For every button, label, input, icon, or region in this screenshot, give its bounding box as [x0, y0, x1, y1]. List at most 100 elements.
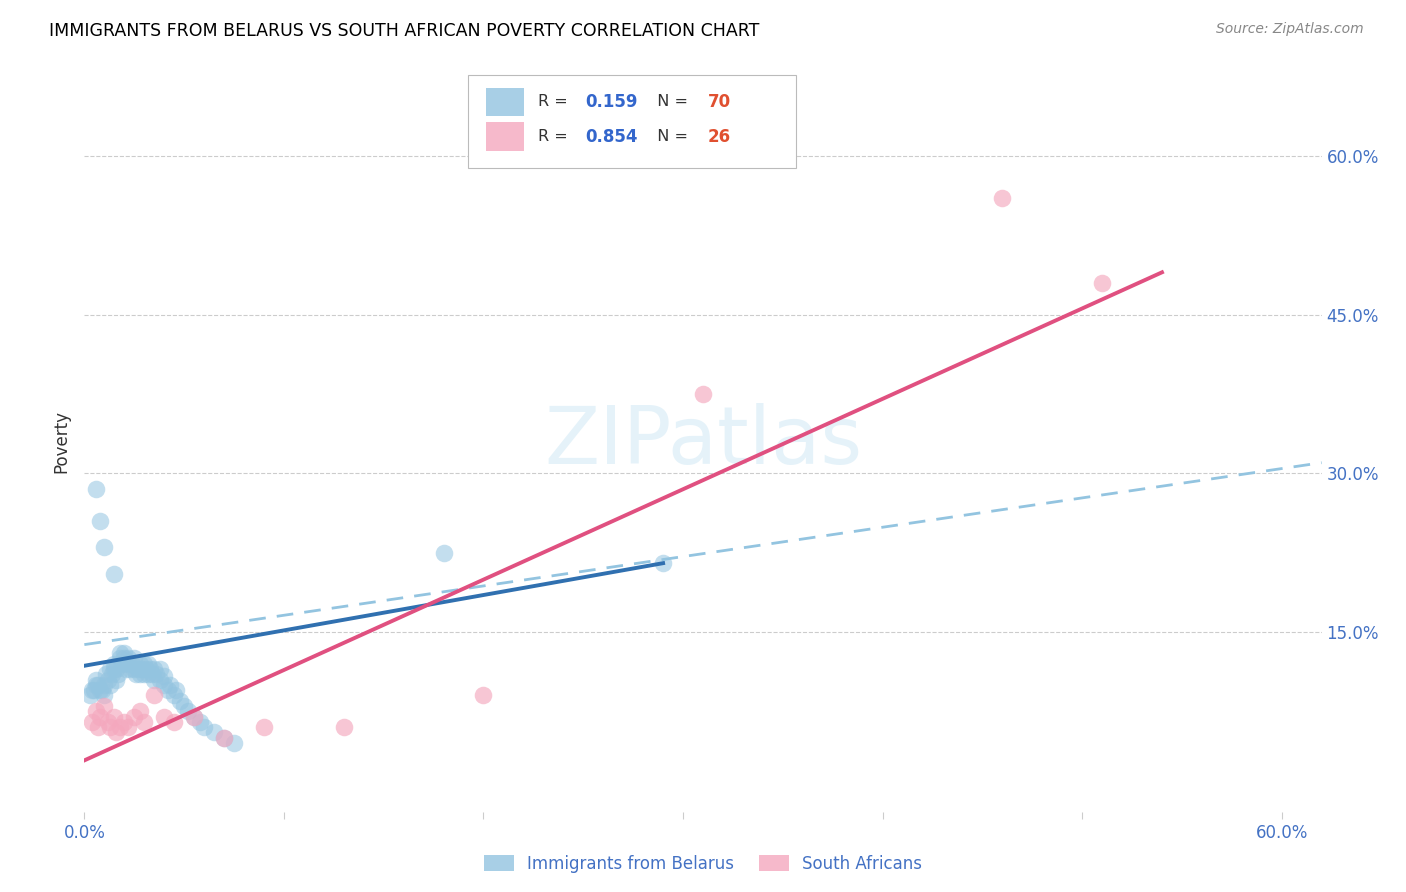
- Point: [110, 651, 132, 665]
- Point: [202, 725, 225, 739]
- Point: [115, 662, 138, 676]
- Point: [143, 689, 166, 703]
- Text: R =: R =: [538, 95, 574, 109]
- Point: [87, 720, 110, 734]
- Point: [98, 720, 121, 734]
- FancyBboxPatch shape: [468, 75, 796, 168]
- Point: [652, 556, 675, 570]
- Point: [93, 678, 115, 692]
- Point: [98, 678, 121, 692]
- Point: [112, 651, 135, 665]
- Point: [177, 704, 200, 718]
- FancyBboxPatch shape: [486, 87, 523, 116]
- Point: [134, 657, 156, 671]
- Point: [89, 683, 111, 698]
- Point: [121, 657, 143, 671]
- Text: N =: N =: [647, 129, 693, 144]
- Point: [112, 714, 135, 729]
- Point: [129, 704, 152, 718]
- Point: [188, 714, 211, 729]
- Point: [86, 673, 108, 687]
- Point: [222, 736, 245, 750]
- Point: [117, 720, 139, 734]
- Point: [129, 657, 152, 671]
- Point: [472, 689, 495, 703]
- Point: [153, 709, 176, 723]
- Text: 0.159: 0.159: [585, 93, 638, 111]
- Point: [111, 657, 134, 671]
- Point: [86, 482, 108, 496]
- Point: [101, 667, 124, 681]
- Legend: Immigrants from Belarus, South Africans: Immigrants from Belarus, South Africans: [477, 848, 929, 880]
- Point: [122, 662, 145, 676]
- Point: [91, 683, 114, 698]
- Text: ZIPatlas: ZIPatlas: [544, 402, 862, 481]
- Point: [98, 662, 121, 676]
- Point: [105, 662, 128, 676]
- Y-axis label: Poverty: Poverty: [52, 410, 70, 473]
- Point: [183, 709, 205, 723]
- Point: [253, 720, 276, 734]
- Point: [89, 514, 111, 528]
- Point: [143, 662, 166, 676]
- Point: [135, 662, 157, 676]
- Point: [112, 646, 135, 660]
- Point: [89, 709, 111, 723]
- Point: [149, 662, 172, 676]
- Point: [212, 731, 235, 745]
- Point: [134, 714, 156, 729]
- Point: [173, 698, 195, 713]
- Point: [165, 683, 187, 698]
- Point: [87, 678, 110, 692]
- Point: [110, 720, 132, 734]
- Point: [134, 667, 156, 681]
- Point: [129, 667, 152, 681]
- Point: [93, 689, 115, 703]
- Point: [1091, 276, 1114, 290]
- Point: [97, 673, 120, 687]
- Text: 26: 26: [709, 128, 731, 145]
- FancyBboxPatch shape: [486, 122, 523, 151]
- Point: [103, 709, 125, 723]
- Point: [692, 387, 714, 401]
- Text: 70: 70: [709, 93, 731, 111]
- Point: [93, 541, 115, 555]
- Point: [991, 191, 1014, 205]
- Point: [117, 651, 139, 665]
- Point: [131, 662, 153, 676]
- Point: [117, 657, 139, 671]
- Text: IMMIGRANTS FROM BELARUS VS SOUTH AFRICAN POVERTY CORRELATION CHART: IMMIGRANTS FROM BELARUS VS SOUTH AFRICAN…: [49, 22, 759, 40]
- Point: [163, 689, 186, 703]
- Point: [432, 546, 454, 560]
- Point: [139, 662, 162, 676]
- Point: [145, 667, 167, 681]
- Point: [193, 720, 215, 734]
- Point: [136, 657, 159, 671]
- Point: [212, 731, 235, 745]
- Point: [159, 678, 181, 692]
- Point: [82, 714, 104, 729]
- Point: [103, 566, 125, 581]
- Point: [127, 662, 149, 676]
- Text: 0.854: 0.854: [585, 128, 638, 145]
- Point: [97, 714, 120, 729]
- Point: [153, 669, 176, 683]
- Point: [169, 694, 191, 708]
- Point: [143, 673, 166, 687]
- Point: [120, 662, 142, 676]
- Point: [93, 698, 115, 713]
- Point: [141, 667, 163, 681]
- Point: [82, 683, 104, 698]
- Point: [83, 683, 105, 698]
- Point: [125, 667, 148, 681]
- Text: N =: N =: [647, 95, 693, 109]
- Point: [103, 662, 125, 676]
- Point: [86, 678, 108, 692]
- Point: [96, 667, 118, 681]
- Text: Source: ZipAtlas.com: Source: ZipAtlas.com: [1216, 22, 1364, 37]
- Point: [107, 667, 129, 681]
- Point: [153, 678, 176, 692]
- Point: [86, 704, 108, 718]
- Point: [333, 720, 356, 734]
- Point: [110, 646, 132, 660]
